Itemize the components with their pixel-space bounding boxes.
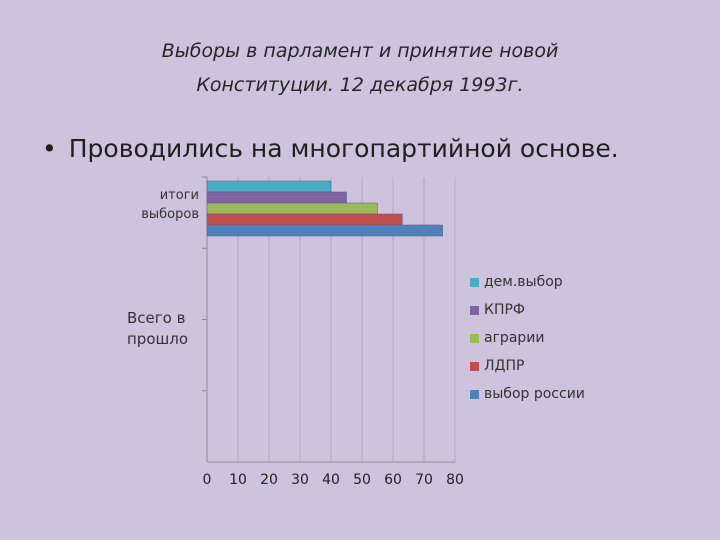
legend-swatch [470,389,479,399]
legend-item: КПРФ [470,296,585,324]
bar-дем.выбор [206,180,332,193]
x-tick-label: 70 [415,472,433,488]
category-label: Всего в прошло [127,309,188,348]
x-tick-label: 30 [291,472,309,488]
category-label: итоги выборов [141,188,199,222]
bar-выбор россии [206,224,443,237]
bullet-text: Проводились на многопартийной основе. [68,134,619,163]
x-tick-label: 60 [384,472,402,488]
title-line-2: Конституции. 12 декабря 1993г. [196,74,524,96]
legend-label: аграрии [484,330,545,346]
legend-swatch [470,361,479,371]
legend-item: дем.выбор [470,268,585,296]
bar-ЛДПР [206,213,403,226]
bar-КПРФ [206,191,347,204]
x-tick-label: 80 [446,472,464,488]
bullet-point: • Проводились на многопартийной основе. [42,134,619,163]
chart-legend: дем.выбор КПРФ аграрии ЛДПР выбор россии [470,268,585,408]
bar-аграрии [206,202,378,215]
legend-label: дем.выбор [484,274,563,290]
legend-swatch [470,305,479,315]
legend-swatch [470,333,479,343]
x-tick-label: 0 [203,472,212,488]
x-tick-label: 10 [229,472,247,488]
legend-item: ЛДПР [470,352,585,380]
slide-title: Выборы в парламент и принятие новой Конс… [0,34,720,102]
x-tick-label: 40 [322,472,340,488]
legend-item: аграрии [470,324,585,352]
legend-label: выбор россии [484,386,585,402]
legend-label: КПРФ [484,302,525,318]
legend-item: выбор россии [470,380,585,408]
bullet-symbol: • [42,134,57,163]
x-tick-label: 50 [353,472,371,488]
legend-swatch [470,277,479,287]
x-tick-label: 20 [260,472,278,488]
title-line-1: Выборы в парламент и принятие новой [161,40,559,62]
legend-label: ЛДПР [484,358,525,374]
